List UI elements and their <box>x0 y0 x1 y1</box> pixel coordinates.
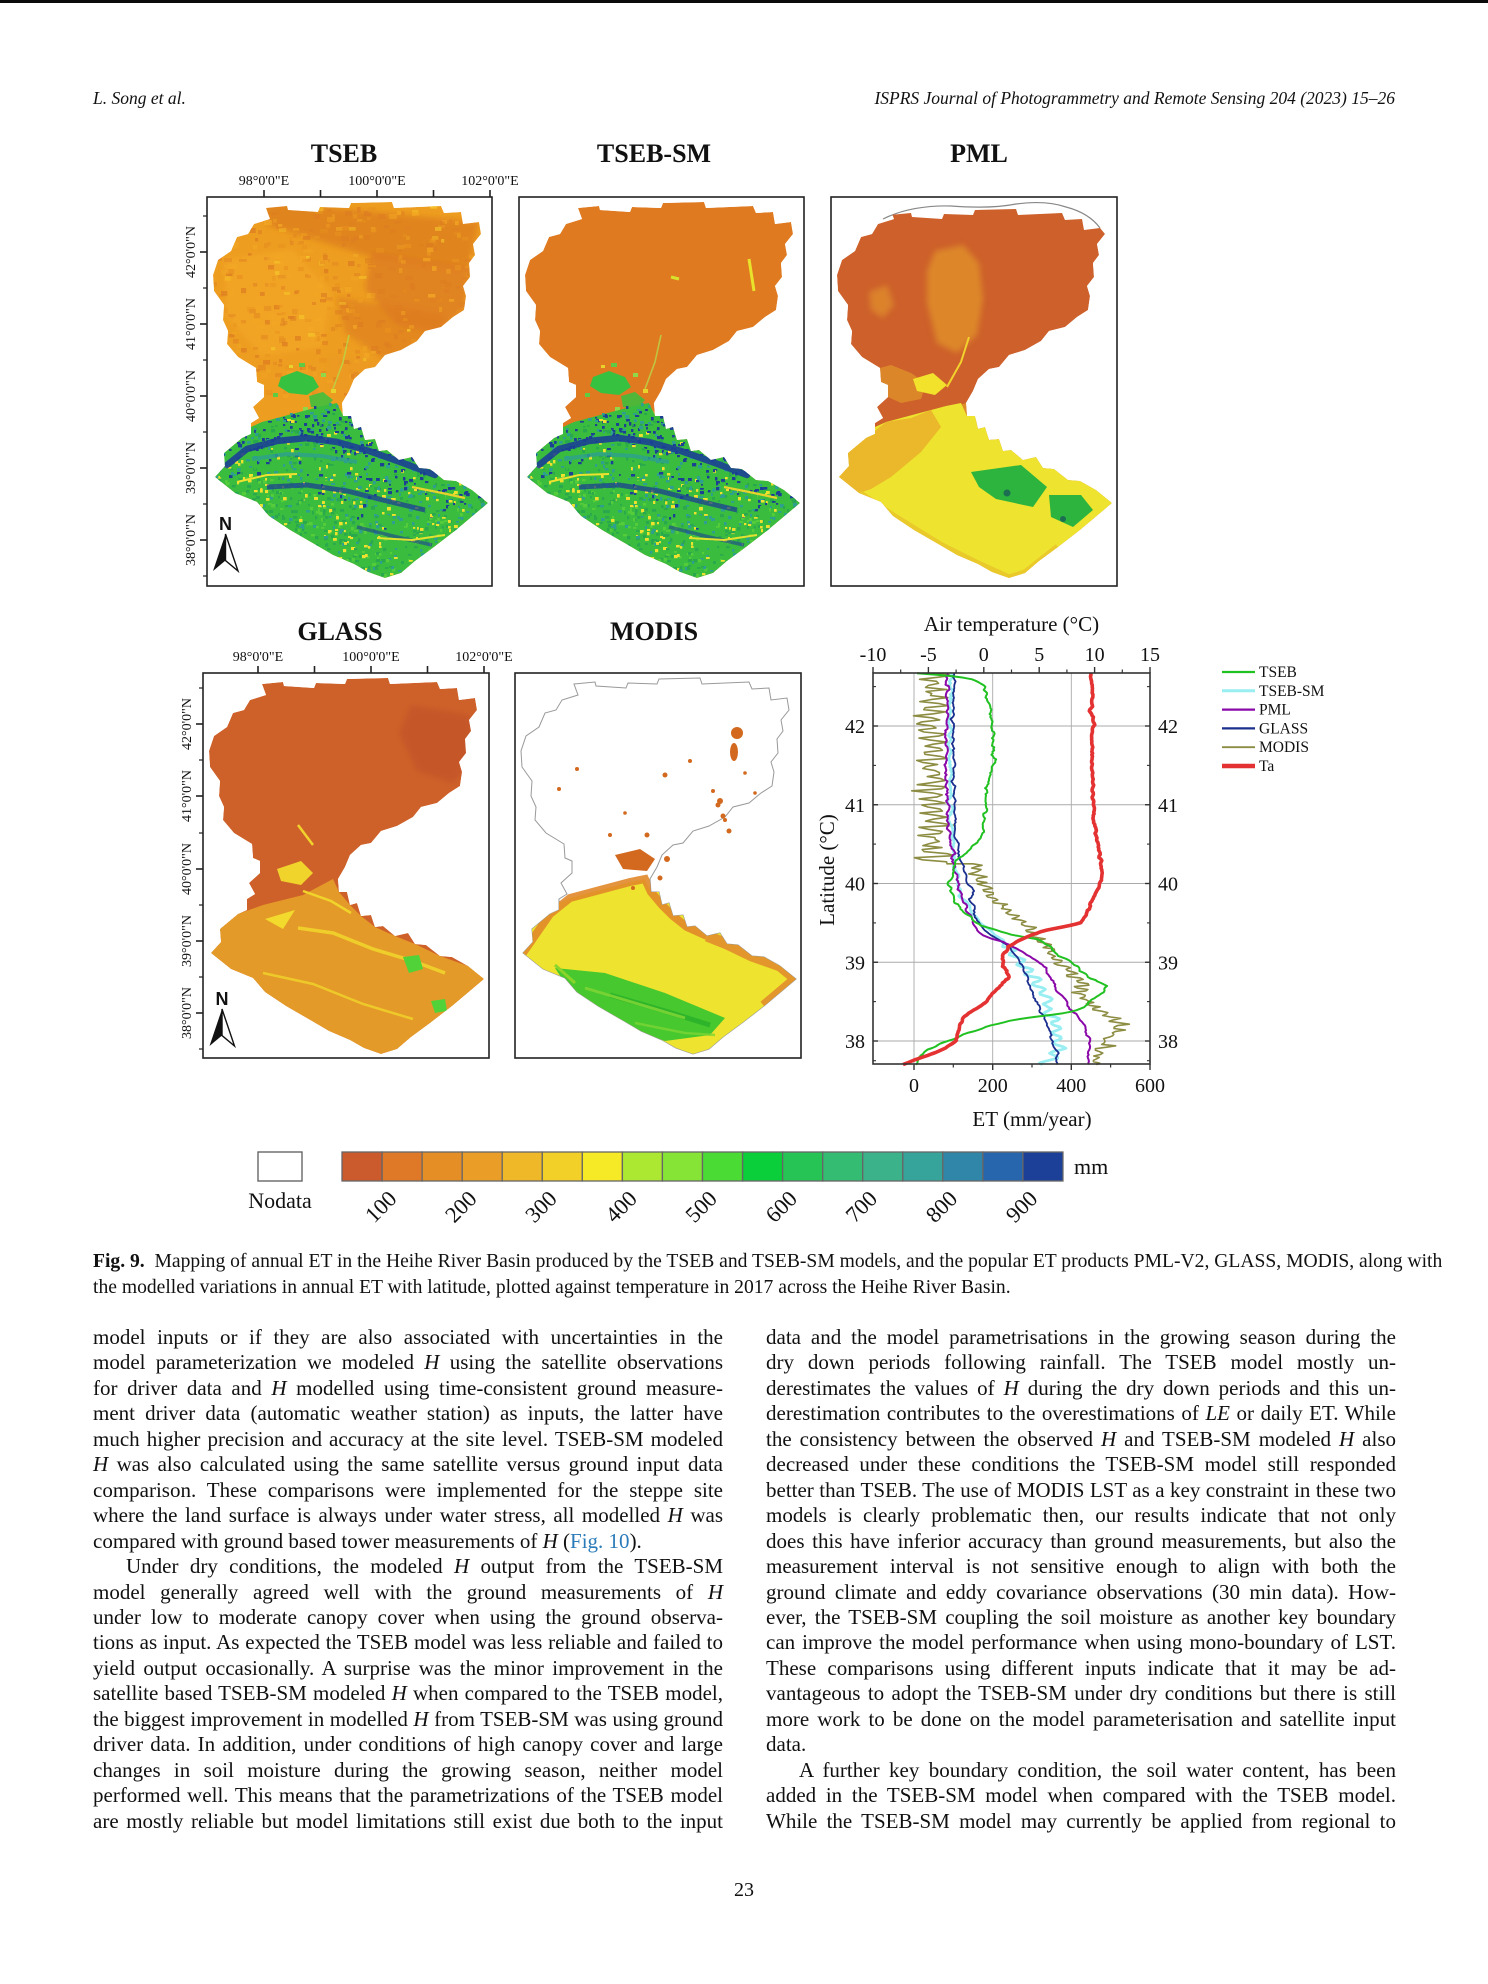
svg-text:600: 600 <box>1135 1075 1165 1097</box>
svg-text:41°0'0"N: 41°0'0"N <box>184 298 199 350</box>
svg-text:Air temperature (°C): Air temperature (°C) <box>924 612 1099 636</box>
svg-text:300: 300 <box>520 1186 562 1228</box>
svg-text:PML: PML <box>950 139 1008 168</box>
svg-text:ET (mm/year): ET (mm/year) <box>972 1107 1091 1131</box>
svg-text:TSEB-SM: TSEB-SM <box>1259 683 1325 700</box>
svg-text:900: 900 <box>1001 1186 1043 1228</box>
svg-text:40°0'0"N: 40°0'0"N <box>184 370 199 422</box>
svg-text:40: 40 <box>845 874 865 896</box>
svg-text:15: 15 <box>1140 644 1160 666</box>
svg-text:39: 39 <box>1158 952 1178 974</box>
svg-text:800: 800 <box>921 1186 963 1228</box>
svg-text:42: 42 <box>1158 716 1178 738</box>
svg-text:38°0'0"N: 38°0'0"N <box>180 987 195 1039</box>
svg-text:PML: PML <box>1259 702 1291 719</box>
svg-text:GLASS: GLASS <box>297 617 382 646</box>
svg-text:MODIS: MODIS <box>610 617 698 646</box>
svg-text:41: 41 <box>1158 795 1178 817</box>
svg-text:38: 38 <box>1158 1031 1178 1053</box>
svg-text:200: 200 <box>978 1075 1008 1097</box>
svg-text:98°0'0"E: 98°0'0"E <box>233 650 283 665</box>
svg-text:42°0'0"N: 42°0'0"N <box>180 698 195 750</box>
svg-text:41: 41 <box>845 795 865 817</box>
svg-text:41°0'0"N: 41°0'0"N <box>180 770 195 822</box>
svg-text:0: 0 <box>909 1075 919 1097</box>
svg-text:98°0'0"E: 98°0'0"E <box>239 174 289 189</box>
svg-text:0: 0 <box>979 644 989 666</box>
svg-text:500: 500 <box>680 1186 722 1228</box>
svg-text:MODIS: MODIS <box>1259 739 1309 756</box>
svg-text:42°0'0"N: 42°0'0"N <box>184 226 199 278</box>
svg-text:38: 38 <box>845 1031 865 1053</box>
svg-text:-5: -5 <box>920 644 937 666</box>
svg-text:400: 400 <box>1056 1075 1086 1097</box>
svg-text:100°0'0"E: 100°0'0"E <box>348 174 405 189</box>
svg-text:102°0'0"E: 102°0'0"E <box>455 650 512 665</box>
svg-text:600: 600 <box>760 1186 802 1228</box>
svg-text:200: 200 <box>440 1186 482 1228</box>
svg-text:39: 39 <box>845 952 865 974</box>
svg-text:400: 400 <box>600 1186 642 1228</box>
svg-text:10: 10 <box>1085 644 1105 666</box>
svg-text:39°0'0"N: 39°0'0"N <box>180 915 195 967</box>
svg-text:TSEB-SM: TSEB-SM <box>597 139 711 168</box>
svg-text:Latitude (°C): Latitude (°C) <box>815 814 839 926</box>
svg-text:40: 40 <box>1158 874 1178 896</box>
svg-text:102°0'0"E: 102°0'0"E <box>461 174 518 189</box>
svg-text:Nodata: Nodata <box>248 1188 312 1213</box>
svg-text:39°0'0"N: 39°0'0"N <box>184 442 199 494</box>
svg-text:mm: mm <box>1074 1154 1108 1179</box>
svg-text:42: 42 <box>845 716 865 738</box>
svg-text:GLASS: GLASS <box>1259 720 1308 737</box>
svg-text:38°0'0"N: 38°0'0"N <box>184 514 199 566</box>
svg-text:Ta: Ta <box>1259 758 1274 775</box>
svg-text:100°0'0"E: 100°0'0"E <box>342 650 399 665</box>
svg-text:100: 100 <box>360 1186 402 1228</box>
svg-text:TSEB: TSEB <box>311 139 378 168</box>
svg-text:TSEB: TSEB <box>1259 664 1297 681</box>
svg-text:-10: -10 <box>860 644 887 666</box>
svg-text:5: 5 <box>1034 644 1044 666</box>
svg-text:700: 700 <box>841 1186 883 1228</box>
svg-text:40°0'0"N: 40°0'0"N <box>180 843 195 895</box>
